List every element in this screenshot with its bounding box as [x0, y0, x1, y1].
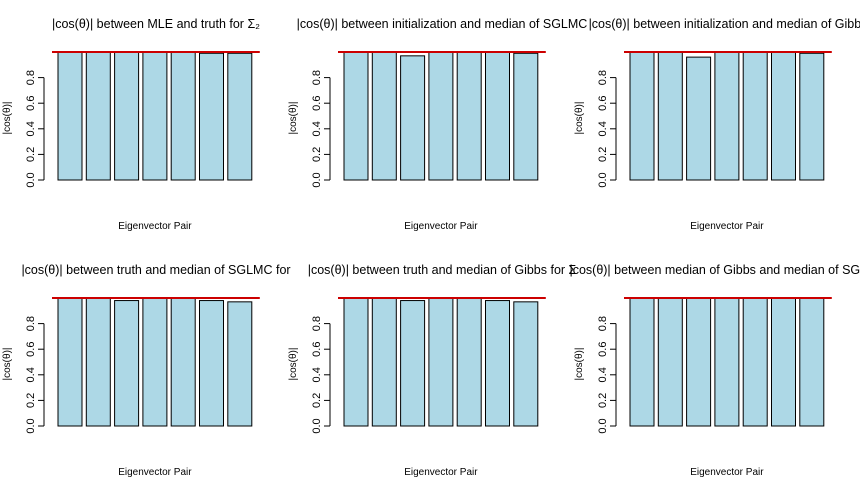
y-axis-label: |cos(θ)|: [574, 348, 585, 381]
y-axis-label: |cos(θ)|: [288, 348, 299, 381]
y-tick-label: 0.2: [311, 393, 323, 408]
y-tick-label: 0.8: [597, 70, 609, 85]
bar-4: [142, 297, 168, 427]
y-tick-label: 0.0: [25, 172, 37, 187]
bar-7: [513, 52, 539, 181]
bar-3: [400, 55, 426, 181]
chart-title: |cos(θ)| between truth and median of SGL…: [21, 263, 290, 277]
bar-1: [57, 51, 83, 181]
y-tick-label: 0.0: [311, 172, 323, 187]
bar-5: [742, 297, 768, 427]
bar-6: [199, 52, 224, 181]
y-tick-label: 0.6: [25, 96, 37, 111]
y-tick-label: 0.4: [25, 367, 37, 382]
chart-panel-5: |cos(θ)| between truth and median of Gib…: [288, 263, 577, 478]
bar-6: [485, 51, 510, 181]
bar-5: [742, 51, 768, 181]
bar-5: [170, 51, 196, 181]
bar-5: [456, 297, 482, 427]
x-axis-label: Eigenvector Pair: [118, 467, 192, 478]
chart-panel-6: |cos(θ)| between median of Gibbs and med…: [569, 263, 860, 478]
y-tick-label: 0.2: [25, 147, 37, 162]
y-tick-label: 0.6: [25, 342, 37, 357]
bar-7: [227, 301, 253, 427]
bar-3: [686, 297, 712, 427]
y-axis-label: |cos(θ)|: [2, 348, 13, 381]
bar-2: [85, 297, 111, 427]
bar-6: [485, 300, 510, 427]
bar-3: [114, 300, 140, 427]
chart-title: |cos(θ)| between truth and median of Gib…: [308, 263, 577, 277]
bar-6: [771, 297, 796, 427]
y-tick-label: 0.6: [311, 342, 323, 357]
bar-2: [657, 51, 683, 181]
chart-title: |cos(θ)| between median of Gibbs and med…: [569, 263, 860, 277]
y-tick-label: 0.8: [311, 70, 323, 85]
bar-2: [371, 297, 397, 427]
y-tick-label: 0.8: [25, 70, 37, 85]
x-axis-label: Eigenvector Pair: [690, 221, 764, 232]
x-axis-label: Eigenvector Pair: [404, 467, 478, 478]
chart-title: |cos(θ)| between initialization and medi…: [297, 17, 588, 31]
bar-7: [227, 52, 253, 181]
y-tick-label: 0.0: [311, 418, 323, 433]
y-tick-label: 0.4: [311, 367, 323, 382]
x-axis-label: Eigenvector Pair: [118, 221, 192, 232]
y-tick-label: 0.6: [311, 96, 323, 111]
chart-panel-4: |cos(θ)| between truth and median of SGL…: [2, 263, 291, 478]
y-tick-label: 0.6: [597, 342, 609, 357]
y-tick-label: 0.2: [311, 147, 323, 162]
bar-3: [114, 51, 140, 181]
x-axis-label: Eigenvector Pair: [404, 221, 478, 232]
y-tick-label: 0.0: [597, 418, 609, 433]
y-tick-label: 0.2: [25, 393, 37, 408]
y-axis-label: |cos(θ)|: [2, 102, 13, 135]
bar-6: [199, 300, 224, 427]
bar-7: [513, 301, 539, 427]
bar-2: [371, 51, 397, 181]
bar-2: [657, 297, 683, 427]
bar-7: [799, 297, 825, 427]
bar-4: [714, 297, 740, 427]
chart-panel-2: |cos(θ)| between initialization and medi…: [288, 17, 587, 232]
bar-2: [85, 51, 111, 181]
bar-4: [428, 297, 454, 427]
y-tick-label: 0.2: [597, 147, 609, 162]
y-tick-label: 0.4: [597, 121, 609, 136]
bar-5: [170, 297, 196, 427]
y-tick-label: 0.2: [597, 393, 609, 408]
chart-panel-3: |cos(θ)| between initialization and medi…: [574, 17, 860, 232]
bar-1: [57, 297, 83, 427]
bar-1: [629, 297, 655, 427]
bar-1: [629, 51, 655, 181]
bar-4: [142, 51, 168, 181]
bar-5: [456, 51, 482, 181]
chart-title: |cos(θ)| between initialization and medi…: [589, 17, 860, 31]
x-axis-label: Eigenvector Pair: [690, 467, 764, 478]
bar-7: [799, 52, 825, 181]
y-tick-label: 0.8: [311, 316, 323, 331]
bar-1: [343, 297, 369, 427]
y-tick-label: 0.6: [597, 96, 609, 111]
bar-3: [686, 56, 712, 181]
y-tick-label: 0.8: [25, 316, 37, 331]
y-tick-label: 0.0: [25, 418, 37, 433]
y-axis-label: |cos(θ)|: [574, 102, 585, 135]
y-tick-label: 0.8: [597, 316, 609, 331]
chart-title: |cos(θ)| between MLE and truth for Σ₂: [52, 17, 260, 31]
chart-panel-1: |cos(θ)| between MLE and truth for Σ₂ 0.0…: [2, 17, 260, 232]
y-tick-label: 0.4: [311, 121, 323, 136]
y-tick-label: 0.4: [597, 367, 609, 382]
bar-4: [714, 51, 740, 181]
y-tick-label: 0.0: [597, 172, 609, 187]
bar-3: [400, 300, 426, 427]
bar-6: [771, 51, 796, 181]
bar-1: [343, 51, 369, 181]
y-tick-label: 0.4: [25, 121, 37, 136]
y-axis-label: |cos(θ)|: [288, 102, 299, 135]
bar-4: [428, 51, 454, 181]
